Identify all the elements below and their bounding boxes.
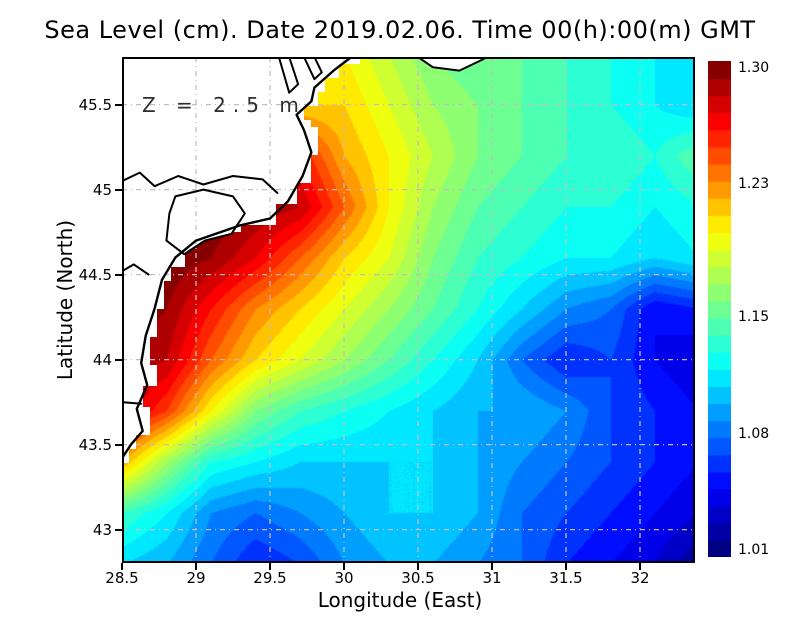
x-tick-label: 30.5 [401,569,435,587]
danube-river [122,171,279,194]
y-tick-label: 43.5 [78,435,112,454]
plot-area [122,57,695,563]
razim-lagoon-fill [166,189,245,255]
x-tick-label: 29 [186,569,206,587]
liman-west [277,57,300,94]
x-tick-label: 31.5 [549,569,583,587]
y-tick [115,358,122,361]
y-axis-label: Latitude (North) [53,219,77,381]
north-spit [417,57,489,72]
x-tick-label: 30 [334,569,354,587]
y-tick [115,528,122,531]
x-tick-label: 32 [630,569,650,587]
colorbar-label: 1.15 [738,309,770,326]
x-tick [565,563,567,570]
y-tick-label: 45.5 [78,95,112,114]
land-mask [122,57,360,463]
colorbar-label: 1.23 [738,176,770,193]
x-tick [269,563,271,570]
colorbar-label: 1.01 [738,542,770,558]
liman-east-fill [304,57,322,80]
y-tick-label: 43 [92,520,112,539]
plot-title: Sea Level (cm). Date 2019.02.06. Time 00… [44,16,756,44]
x-axis-label: Longitude (East) [317,588,483,612]
y-tick [115,273,122,276]
colorbar-label: 1.08 [738,425,770,442]
map-overlay [122,57,695,563]
y-tick-label: 44.5 [78,265,112,284]
razim-lagoon [165,188,246,256]
x-tick [195,563,197,570]
y-tick [115,103,122,106]
y-tick [115,443,122,446]
colorbar [708,61,731,557]
x-tick-label: 28.5 [105,569,139,587]
liman-west-fill [278,57,299,93]
x-tick [491,563,493,570]
depth-annotation: Z = 2.5 m [142,93,306,117]
y-tick-label: 44 [92,350,112,369]
y-tick-label: 45 [92,180,112,199]
liman-east [303,57,323,81]
colorbar-label: 1.30 [738,60,770,76]
x-tick [639,563,641,570]
x-tick-label: 29.5 [253,569,287,587]
y-tick [115,188,122,191]
danube-branch [122,263,150,276]
x-tick-label: 31 [482,569,502,587]
plot-border [122,57,695,563]
coastline [122,57,353,460]
x-tick [121,563,123,570]
x-tick [343,563,345,570]
x-tick [417,563,419,570]
